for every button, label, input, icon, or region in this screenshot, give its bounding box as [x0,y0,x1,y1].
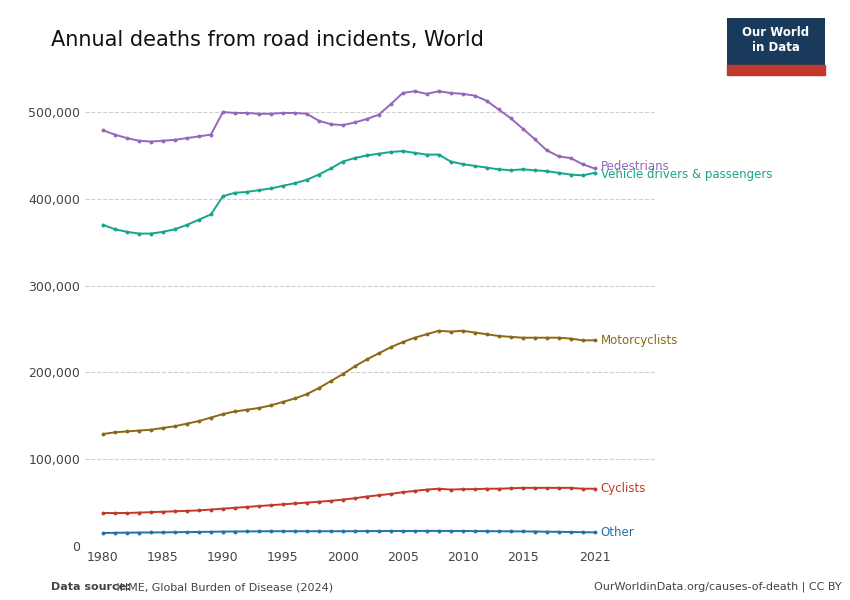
Text: Cyclists: Cyclists [601,482,646,495]
Text: Other: Other [601,526,634,539]
Text: Pedestrians: Pedestrians [601,160,669,173]
Text: IHME, Global Burden of Disease (2024): IHME, Global Burden of Disease (2024) [113,582,333,592]
Text: Data source:: Data source: [51,582,131,592]
Text: Our World: Our World [742,26,809,39]
Text: in Data: in Data [751,41,800,54]
Text: OurWorldinData.org/causes-of-death | CC BY: OurWorldinData.org/causes-of-death | CC … [594,582,842,592]
Text: Motorcyclists: Motorcyclists [601,334,678,347]
Text: Vehicle drivers & passengers: Vehicle drivers & passengers [601,168,772,181]
Bar [727,65,824,75]
Text: Annual deaths from road incidents, World: Annual deaths from road incidents, World [51,30,484,50]
